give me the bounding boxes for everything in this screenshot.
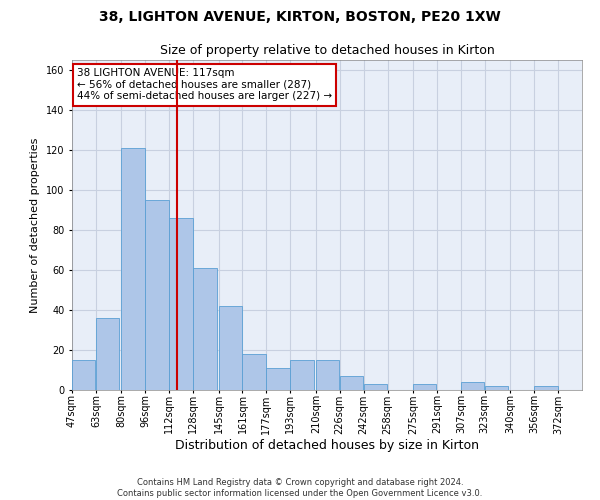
Bar: [193, 268, 217, 390]
Bar: [218, 306, 242, 390]
Bar: [266, 368, 290, 390]
Bar: [316, 360, 339, 390]
Bar: [145, 200, 169, 390]
Bar: [121, 148, 145, 390]
Bar: [72, 360, 95, 390]
Bar: [96, 318, 119, 390]
Bar: [169, 218, 193, 390]
Bar: [485, 386, 508, 390]
Bar: [242, 354, 266, 390]
Bar: [534, 386, 557, 390]
Text: Contains HM Land Registry data © Crown copyright and database right 2024.
Contai: Contains HM Land Registry data © Crown c…: [118, 478, 482, 498]
X-axis label: Distribution of detached houses by size in Kirton: Distribution of detached houses by size …: [175, 439, 479, 452]
Title: Size of property relative to detached houses in Kirton: Size of property relative to detached ho…: [160, 44, 494, 58]
Bar: [461, 382, 484, 390]
Bar: [340, 376, 363, 390]
Bar: [364, 384, 387, 390]
Text: 38 LIGHTON AVENUE: 117sqm
← 56% of detached houses are smaller (287)
44% of semi: 38 LIGHTON AVENUE: 117sqm ← 56% of detac…: [77, 68, 332, 102]
Y-axis label: Number of detached properties: Number of detached properties: [31, 138, 40, 312]
Bar: [413, 384, 436, 390]
Bar: [290, 360, 314, 390]
Text: 38, LIGHTON AVENUE, KIRTON, BOSTON, PE20 1XW: 38, LIGHTON AVENUE, KIRTON, BOSTON, PE20…: [99, 10, 501, 24]
